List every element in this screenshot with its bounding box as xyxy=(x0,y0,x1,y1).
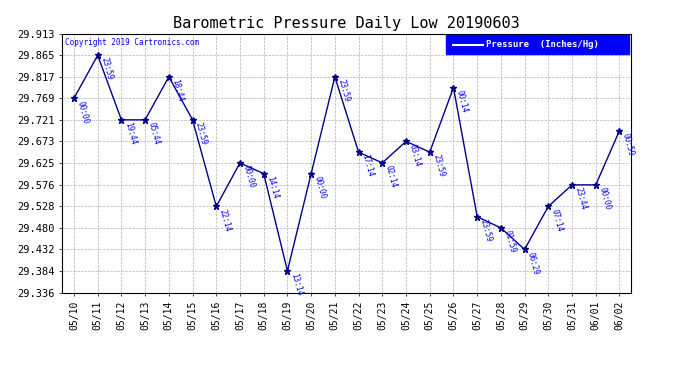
Text: 02:14: 02:14 xyxy=(384,164,398,189)
Text: 13:14: 13:14 xyxy=(289,272,304,297)
Text: 19:44: 19:44 xyxy=(123,121,137,146)
Text: 23:44: 23:44 xyxy=(573,186,588,211)
Text: 23:59: 23:59 xyxy=(194,121,208,146)
Text: 03:14: 03:14 xyxy=(407,143,422,167)
Text: Copyright 2019 Cartronics.com: Copyright 2019 Cartronics.com xyxy=(65,38,199,46)
Text: 17:14: 17:14 xyxy=(360,153,375,178)
Text: 00:00: 00:00 xyxy=(313,175,327,200)
Text: 23:59: 23:59 xyxy=(479,218,493,243)
Title: Barometric Pressure Daily Low 20190603: Barometric Pressure Daily Low 20190603 xyxy=(173,16,520,31)
Text: 05:44: 05:44 xyxy=(146,121,161,146)
Text: 14:14: 14:14 xyxy=(265,175,279,200)
FancyBboxPatch shape xyxy=(446,35,629,54)
Text: 00:59: 00:59 xyxy=(621,132,635,157)
Text: 00:14: 00:14 xyxy=(455,89,469,114)
Text: 00:00: 00:00 xyxy=(597,186,612,211)
Text: 18:44: 18:44 xyxy=(170,78,185,103)
Text: 22:14: 22:14 xyxy=(217,208,233,232)
Text: 00:00: 00:00 xyxy=(75,100,90,124)
Text: 23:59: 23:59 xyxy=(99,57,114,81)
Text: 07:14: 07:14 xyxy=(550,208,564,232)
Text: 23:59: 23:59 xyxy=(431,153,446,178)
Text: 23:59: 23:59 xyxy=(336,78,351,103)
Text: 01:59: 01:59 xyxy=(502,230,517,254)
Text: 06:29: 06:29 xyxy=(526,251,541,276)
Text: Pressure  (Inches/Hg): Pressure (Inches/Hg) xyxy=(486,40,599,49)
Text: 00:00: 00:00 xyxy=(241,164,256,189)
